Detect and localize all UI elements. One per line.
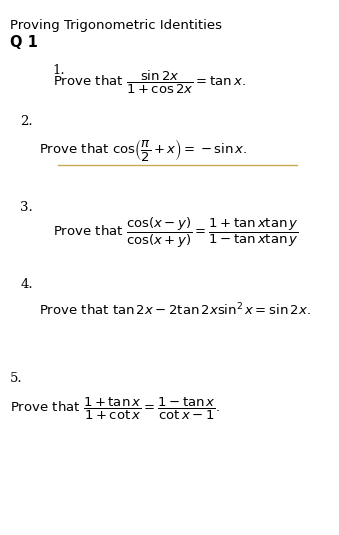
Text: 1.: 1.	[53, 64, 65, 77]
Text: Proving Trigonometric Identities: Proving Trigonometric Identities	[10, 19, 222, 32]
Text: 4.: 4.	[20, 278, 33, 291]
Text: 5.: 5.	[10, 372, 23, 385]
Text: $\mathrm{Prove\ that\ cos}\left(\dfrac{\pi}{2}+x\right) = -\sin x.$: $\mathrm{Prove\ that\ cos}\left(\dfrac{\…	[39, 137, 247, 163]
Text: $\mathrm{Prove\ that\ }\tan 2x - 2\tan 2x\sin^2 x = \sin 2x.$: $\mathrm{Prove\ that\ }\tan 2x - 2\tan 2…	[39, 302, 311, 319]
Text: 2.: 2.	[20, 115, 33, 128]
Text: Q 1: Q 1	[10, 35, 38, 50]
Text: $\mathrm{Prove\ that\ }\dfrac{\sin 2x}{1+\cos 2x} = \tan x.$: $\mathrm{Prove\ that\ }\dfrac{\sin 2x}{1…	[53, 70, 245, 96]
Text: $\mathrm{Prove\ that\ }\dfrac{\cos(x-y)}{\cos(x+y)} = \dfrac{1+\tan x\tan y}{1-\: $\mathrm{Prove\ that\ }\dfrac{\cos(x-y)}…	[53, 216, 298, 250]
Text: 3.: 3.	[20, 201, 33, 213]
Text: $\mathrm{Prove\ that\ }\dfrac{1+\tan x}{1+\cot x} = \dfrac{1-\tan x}{\cot x - 1}: $\mathrm{Prove\ that\ }\dfrac{1+\tan x}{…	[10, 396, 220, 422]
